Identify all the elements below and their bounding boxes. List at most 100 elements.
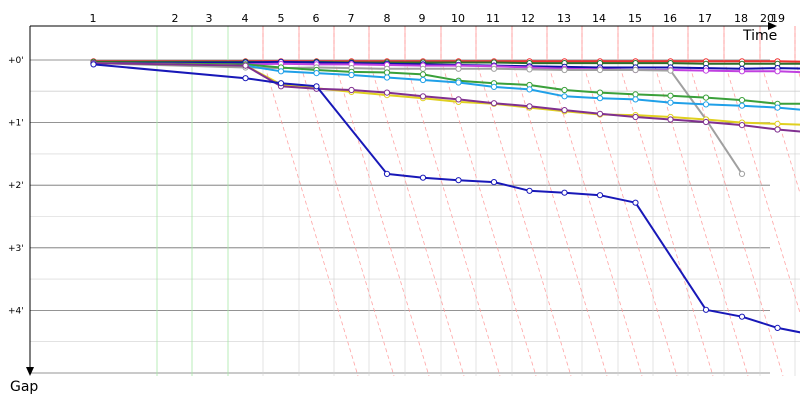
data-point: [632, 66, 639, 74]
x-tick-label: 19: [771, 12, 785, 25]
lapped-guide-line: [723, 59, 800, 315]
data-point: [738, 313, 746, 320]
data-point: [419, 93, 427, 100]
x-tick-label: 13: [557, 12, 571, 25]
data-point: [526, 86, 533, 93]
data-point: [383, 74, 391, 81]
x-tick-label: 8: [384, 12, 391, 25]
lapped-guide-line: [440, 59, 537, 377]
data-point: [561, 107, 568, 114]
y-tick-label: +4': [8, 306, 24, 316]
series-line: [93, 62, 800, 111]
data-point: [702, 101, 710, 108]
y-tick-label: +3': [8, 244, 24, 254]
series-line: [93, 62, 800, 126]
data-point: [419, 65, 427, 72]
series-line: [93, 62, 800, 105]
y-tick-labels: +0' +1' +2' +3' +4': [8, 56, 24, 316]
data-point: [526, 187, 533, 194]
lapped-guide-line: [794, 59, 800, 79]
data-point: [383, 89, 391, 96]
data-point: [455, 177, 462, 184]
axes: [26, 22, 777, 376]
series-line: [93, 62, 800, 74]
x-tick-label: 11: [486, 12, 500, 25]
x-tick-label: 15: [628, 12, 642, 25]
lapped-guide-line: [475, 59, 572, 377]
x-axis-title: Time: [742, 28, 777, 44]
data-point: [632, 91, 639, 98]
data-point: [526, 66, 533, 73]
data-point: [738, 68, 746, 75]
x-tick-label: 18: [734, 12, 748, 25]
x-tick-label: 1: [90, 12, 97, 25]
lapped-guide-line: [262, 59, 359, 377]
data-point: [632, 96, 639, 103]
data-point: [702, 118, 710, 126]
x-tick-label: 12: [521, 12, 535, 25]
data-point: [561, 66, 568, 74]
lapped-guide-line: [298, 59, 395, 377]
x-tick-label: 14: [592, 12, 606, 25]
lapped-guide-line: [511, 59, 608, 377]
data-point: [774, 126, 781, 133]
lapped-guide-line: [652, 59, 749, 377]
lap-grid: [156, 26, 796, 376]
data-point: [383, 69, 391, 76]
data-point: [526, 103, 533, 110]
lapped-guide-line: [404, 59, 501, 377]
data-point: [455, 79, 462, 86]
data-point: [561, 93, 568, 100]
data-point: [667, 99, 674, 106]
data-point: [313, 70, 320, 77]
x-tick-label: 10: [451, 12, 465, 25]
data-point: [490, 179, 498, 186]
data-point: [702, 94, 710, 101]
data-point: [490, 83, 498, 91]
x-tick-label: 20: [760, 12, 774, 25]
x-tick-label: 2: [172, 12, 179, 25]
data-point: [419, 76, 427, 84]
data-point: [313, 83, 320, 90]
lapped-guide-line: [333, 59, 430, 377]
lapped-guide-line: [546, 59, 643, 377]
minor-grid: [30, 90, 800, 343]
data-point: [632, 199, 639, 206]
data-point: [667, 116, 674, 123]
y-tick-label: +0': [8, 56, 24, 66]
data-point: [596, 110, 604, 117]
major-grid: [30, 59, 770, 374]
lapped-guide-line: [581, 59, 678, 377]
data-point: [738, 170, 746, 177]
data-point: [277, 68, 285, 75]
data-point: [561, 189, 568, 196]
data-point: [774, 120, 781, 128]
data-point: [455, 96, 462, 103]
series-group: [90, 58, 800, 334]
x-tick-label: 4: [242, 12, 249, 25]
x-tick-label: 5: [278, 12, 285, 25]
series-9: [90, 60, 800, 133]
data-point: [490, 65, 498, 72]
data-point: [348, 71, 355, 79]
data-point: [702, 306, 710, 313]
data-point: [419, 71, 427, 78]
y-tick-label: +1': [8, 119, 24, 129]
data-point: [348, 86, 355, 94]
data-point: [242, 62, 249, 69]
data-point: [277, 80, 285, 87]
data-point: [383, 170, 391, 177]
series-line: [93, 62, 800, 133]
data-point: [774, 68, 781, 75]
data-point: [738, 60, 746, 67]
series-10: [90, 61, 800, 334]
data-point: [667, 67, 674, 74]
series-line: [93, 63, 800, 334]
data-point: [774, 324, 781, 331]
x-tick-label: 3: [206, 12, 213, 25]
y-axis-title: Gap: [10, 379, 38, 395]
x-tick-label: 9: [419, 12, 426, 25]
x-axis-arrow: [768, 22, 777, 30]
